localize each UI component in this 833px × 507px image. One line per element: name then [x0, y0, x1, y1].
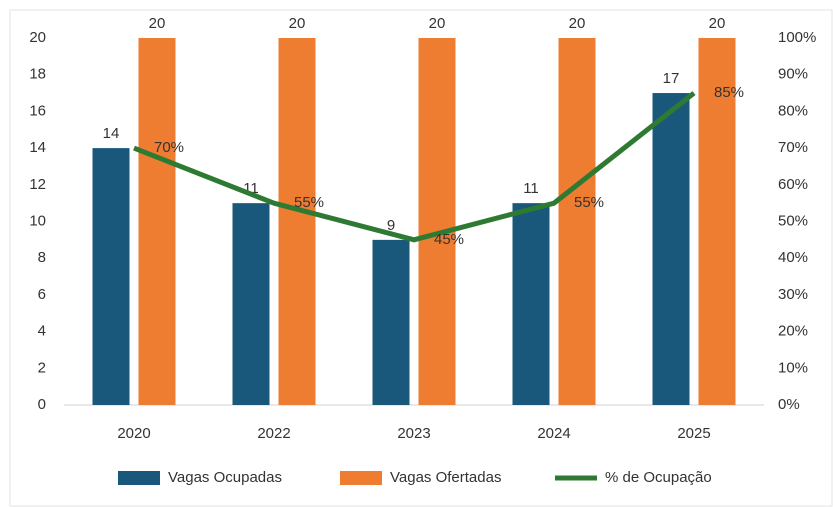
y2-tick-label: 0%: [778, 396, 800, 413]
bar-value-label: 9: [387, 217, 395, 234]
bar: [372, 239, 410, 405]
line-value-label: 55%: [574, 194, 604, 211]
y2-tick-label: 50%: [778, 212, 808, 229]
y-tick-label: 4: [38, 323, 46, 340]
bar: [698, 38, 736, 405]
y-tick-label: 8: [38, 249, 46, 266]
y-tick-label: 6: [38, 286, 46, 303]
bar: [512, 203, 550, 405]
y-tick-label: 12: [29, 176, 46, 193]
line-series: [133, 91, 696, 243]
line-value-label: 45%: [434, 231, 464, 248]
line-value-label: 85%: [714, 84, 744, 101]
y2-tick-label: 90%: [778, 66, 808, 83]
bar: [418, 38, 456, 405]
y2-tick-label: 40%: [778, 249, 808, 266]
bar: [558, 38, 596, 405]
y2-tick-label: 60%: [778, 176, 808, 193]
x-tick-label: 2020: [117, 425, 150, 442]
x-tick-label: 2024: [537, 425, 570, 442]
bar: [92, 148, 130, 405]
y2-tick-label: 70%: [778, 139, 808, 156]
y2-tick-label: 80%: [778, 102, 808, 119]
bar: [138, 38, 176, 405]
bar-value-label: 20: [569, 15, 586, 32]
line-value-label: 55%: [294, 194, 324, 211]
bar-value-label: 20: [149, 15, 166, 32]
y2-tick-label: 100%: [778, 29, 816, 46]
bar-value-label: 20: [429, 15, 446, 32]
legend-label: Vagas Ocupadas: [168, 469, 282, 486]
bar: [232, 203, 270, 405]
y-tick-label: 10: [29, 212, 46, 229]
bar-value-label: 14: [103, 125, 120, 142]
bar-value-label: 20: [709, 15, 726, 32]
legend-label: Vagas Ofertadas: [390, 469, 501, 486]
bar-value-label: 20: [289, 15, 306, 32]
y2-tick-label: 30%: [778, 286, 808, 303]
y-tick-label: 2: [38, 359, 46, 376]
line-value-label: 70%: [154, 139, 184, 156]
x-tick-label: 2025: [677, 425, 710, 442]
y2-tick-label: 10%: [778, 359, 808, 376]
bar: [652, 93, 690, 406]
y-tick-label: 14: [29, 139, 46, 156]
y-tick-label: 16: [29, 102, 46, 119]
x-tick-label: 2023: [397, 425, 430, 442]
bar-value-label: 17: [663, 70, 680, 87]
bar: [278, 38, 316, 405]
legend-label: % de Ocupação: [605, 469, 712, 486]
legend-swatch: [340, 471, 382, 485]
legend-swatch: [118, 471, 160, 485]
y2-tick-label: 20%: [778, 323, 808, 340]
y-tick-label: 20: [29, 29, 46, 46]
y-tick-label: 18: [29, 66, 46, 83]
y-tick-label: 0: [38, 396, 46, 413]
x-tick-label: 2022: [257, 425, 290, 442]
chart-frame: [9, 9, 833, 507]
bar-value-label: 11: [523, 180, 539, 197]
